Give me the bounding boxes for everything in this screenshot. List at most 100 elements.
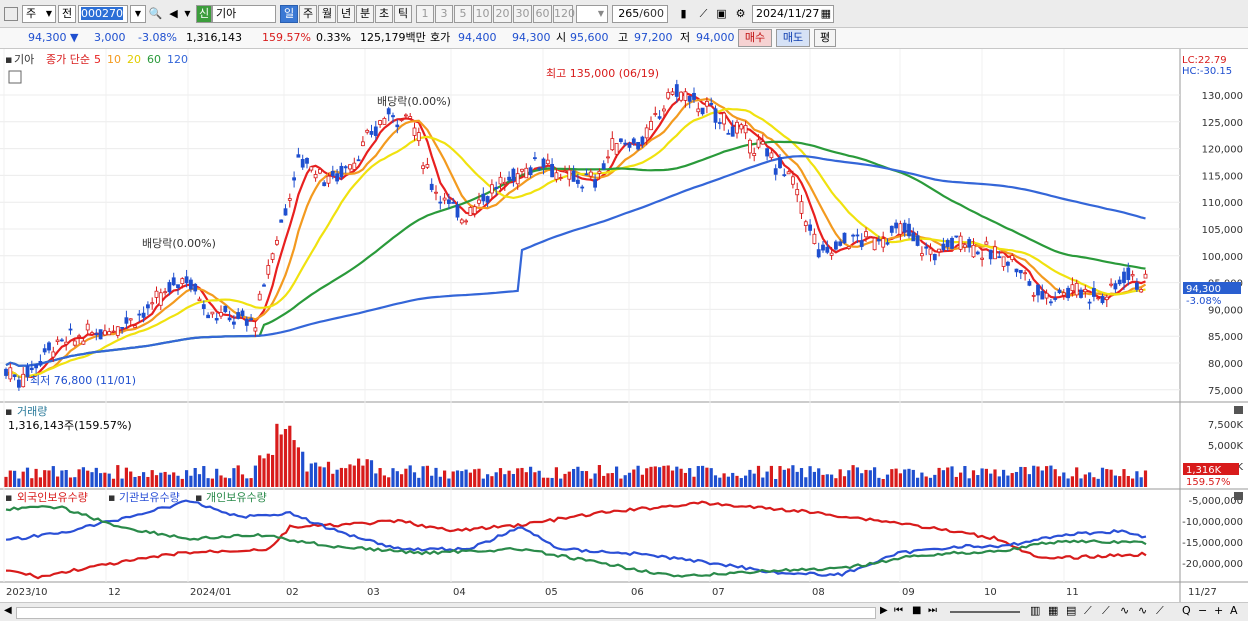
candle-body bbox=[881, 238, 886, 248]
last-icon[interactable]: ⏭ bbox=[928, 605, 937, 616]
minute-custom-input[interactable]: ▼ bbox=[576, 5, 608, 23]
zoom-slider[interactable] bbox=[950, 611, 1020, 613]
tool-icon[interactable]: ∿ bbox=[1120, 604, 1130, 617]
volume-bar bbox=[1053, 469, 1057, 487]
candle-body bbox=[176, 284, 180, 289]
font-icon[interactable]: A bbox=[1230, 604, 1238, 617]
minute-20[interactable]: 20 bbox=[493, 5, 512, 23]
minute-1[interactable]: 1 bbox=[416, 5, 434, 23]
zoom-in-icon[interactable]: + bbox=[1214, 604, 1224, 617]
candle-body bbox=[730, 126, 735, 137]
volume-bar bbox=[1079, 478, 1083, 487]
volume-bar bbox=[47, 470, 51, 487]
panel-close-icon[interactable] bbox=[1234, 492, 1243, 500]
window-icon[interactable] bbox=[4, 7, 18, 21]
mode-select[interactable]: 주 ▼ bbox=[22, 5, 56, 23]
zoom-icon[interactable]: Q bbox=[1182, 604, 1191, 617]
period-tick[interactable]: 틱 bbox=[394, 5, 412, 23]
calculator-icon[interactable] bbox=[8, 70, 22, 84]
volume-bar bbox=[989, 473, 993, 487]
layout-icon[interactable]: ▥ bbox=[1030, 604, 1041, 617]
y-tick-label: 105,000 bbox=[1202, 225, 1243, 236]
volume-bar bbox=[309, 463, 313, 487]
candle-body bbox=[1143, 273, 1148, 279]
stop-icon[interactable]: ■ bbox=[912, 605, 922, 616]
sell-button[interactable]: 매도 bbox=[776, 29, 810, 47]
prev-button[interactable]: 전 bbox=[58, 5, 76, 23]
volume-bar bbox=[907, 468, 911, 487]
volume-bar bbox=[842, 476, 847, 487]
gear-icon[interactable]: ⚙ bbox=[735, 7, 746, 20]
scroll-left-icon[interactable]: ◀ bbox=[4, 605, 12, 616]
draw-icon[interactable]: ⟋ bbox=[699, 7, 708, 20]
period-minute[interactable]: 분 bbox=[356, 5, 374, 23]
volume-bar bbox=[73, 477, 77, 487]
save-icon[interactable]: ▣ bbox=[716, 7, 727, 20]
candle-body bbox=[240, 310, 245, 317]
first-icon[interactable]: ⏮ bbox=[894, 605, 903, 616]
minute-3[interactable]: 3 bbox=[435, 5, 453, 23]
tool-icon[interactable]: ⟋ bbox=[1156, 604, 1164, 617]
tool-icon[interactable]: ⟋ bbox=[1084, 604, 1092, 617]
table-icon[interactable]: ▤ bbox=[1066, 604, 1077, 617]
search-icon[interactable]: 🔍 bbox=[148, 7, 163, 20]
minute-120[interactable]: 120 bbox=[553, 5, 575, 23]
period-week[interactable]: 주 bbox=[299, 5, 317, 23]
legend-ma5: 5 bbox=[94, 53, 101, 66]
period-day[interactable]: 일 bbox=[280, 5, 298, 23]
candle-body bbox=[305, 157, 309, 164]
candle-body bbox=[180, 278, 185, 284]
minute-30[interactable]: 30 bbox=[513, 5, 532, 23]
stock-chart-svg[interactable]: 130,000125,000120,000115,000110,000105,0… bbox=[0, 49, 1248, 602]
candle-body bbox=[567, 169, 572, 180]
volume-bar bbox=[954, 476, 958, 487]
minute-10[interactable]: 10 bbox=[473, 5, 492, 23]
x-tick-label: 10 bbox=[984, 587, 997, 598]
candle-body bbox=[1010, 255, 1015, 260]
scroll-right-icon[interactable]: ▶ bbox=[880, 605, 888, 616]
minute-5[interactable]: 5 bbox=[454, 5, 472, 23]
period-second[interactable]: 초 bbox=[375, 5, 393, 23]
volume-bar bbox=[25, 467, 30, 487]
volume-bar bbox=[103, 472, 107, 487]
holder-line bbox=[5, 505, 1147, 578]
panel-close-icon[interactable] bbox=[1234, 406, 1243, 414]
minute-60[interactable]: 60 bbox=[533, 5, 552, 23]
period-month[interactable]: 월 bbox=[318, 5, 336, 23]
candles bbox=[4, 79, 1148, 391]
candle-body bbox=[416, 132, 421, 142]
stock-name-field[interactable]: 기아 bbox=[212, 5, 276, 23]
tool-icon[interactable]: ⟋ bbox=[1102, 604, 1110, 617]
scroll-track[interactable] bbox=[16, 607, 876, 619]
candle-body bbox=[236, 312, 241, 319]
candle-body bbox=[545, 159, 550, 165]
code-dropdown[interactable]: ▼ bbox=[130, 5, 146, 23]
candle-icon[interactable]: ▮ bbox=[680, 7, 687, 20]
candle-body bbox=[1092, 287, 1096, 297]
chevron-down-icon[interactable]: ▼ bbox=[184, 9, 191, 18]
ask-price: 94,400 bbox=[458, 31, 497, 44]
candle-body bbox=[201, 304, 206, 309]
volume-bar bbox=[51, 466, 55, 487]
tool-icon[interactable]: ∿ bbox=[1138, 604, 1148, 617]
high-price: 97,200 bbox=[634, 31, 673, 44]
eval-button[interactable]: 평 bbox=[814, 29, 836, 47]
date-input[interactable]: 2024/11/27 ▦ bbox=[752, 5, 834, 23]
chart-area[interactable]: 130,000 125,000 120,000 115,000 110,000 105,0… bbox=[0, 49, 1248, 602]
current-pct-tag-text: -3.08% bbox=[1186, 296, 1221, 307]
buy-button[interactable]: 매수 bbox=[738, 29, 772, 47]
grid-icon[interactable]: ▦ bbox=[1048, 604, 1059, 617]
zoom-out-icon[interactable]: − bbox=[1198, 604, 1208, 617]
candle-body bbox=[163, 291, 168, 294]
candle-body bbox=[373, 126, 378, 136]
volume-bar bbox=[1062, 472, 1066, 487]
date-value: 2024/11/27 bbox=[756, 7, 820, 20]
candle-body bbox=[1023, 272, 1027, 275]
volume-bar bbox=[795, 471, 799, 487]
code-input[interactable]: 000270 bbox=[78, 5, 128, 23]
count-input[interactable]: 265/600 bbox=[612, 5, 668, 23]
candle-body bbox=[150, 302, 155, 305]
period-year[interactable]: 년 bbox=[337, 5, 355, 23]
candle-body bbox=[34, 364, 38, 369]
speaker-icon[interactable]: ◀ bbox=[169, 7, 178, 20]
